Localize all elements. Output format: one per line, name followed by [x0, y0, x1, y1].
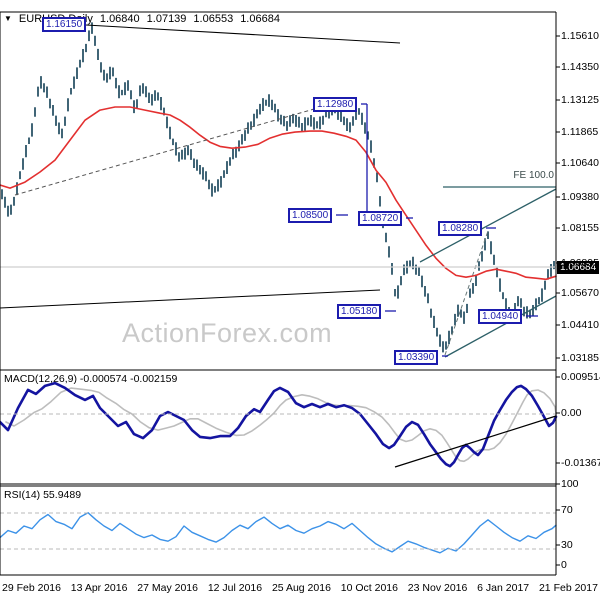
axis-tick-label: 100 — [561, 478, 579, 490]
quote-open: 1.06840 — [99, 13, 140, 25]
date-axis: 29 Feb 2016 13 Apr 2016 27 May 2016 12 Jul … — [0, 582, 600, 594]
price-annotation-label[interactable]: 1.12980 — [313, 97, 358, 112]
date-label: 25 Aug 2016 — [271, 582, 331, 594]
axis-tick-label: 30 — [561, 539, 573, 551]
fibonacci-extension-label: FE 100.0 — [513, 170, 554, 181]
date-label: 6 Jan 2017 — [477, 582, 530, 594]
price-annotation-label[interactable]: 1.05180 — [337, 304, 382, 319]
axis-tick-label: 1.08155 — [561, 222, 599, 234]
price-annotation-label[interactable]: 1.16150 — [42, 17, 87, 32]
quote-close: 1.06684 — [240, 13, 280, 25]
axis-tick-label: 1.06895 — [561, 257, 599, 269]
price-annotation-label[interactable]: 1.03390 — [394, 350, 439, 365]
price-annotation-label[interactable]: 1.04940 — [478, 309, 523, 324]
price-annotation-label[interactable]: 1.08500 — [288, 208, 333, 223]
date-label: 23 Nov 2016 — [407, 582, 468, 594]
axis-tick-label: 1.09380 — [561, 191, 599, 203]
axis-tick-label: 0.009514 — [561, 371, 600, 383]
axis-tick-label: 1.11865 — [561, 126, 599, 138]
axis-tick-label: 1.04410 — [561, 319, 599, 331]
axis-tick-label: 0.00 — [561, 407, 582, 419]
watermark: ActionForex.com — [122, 318, 333, 348]
quote-low: 1.06553 — [193, 13, 234, 25]
axis-tick-label: 70 — [561, 504, 573, 516]
axis-tick-label: 1.10640 — [561, 157, 599, 169]
macd-panel-title: MACD(12,26,9) -0.000574 -0.002159 — [4, 373, 178, 385]
date-label: 29 Feb 2016 — [2, 582, 61, 594]
price-annotation-label[interactable]: 1.08720 — [358, 211, 403, 226]
quote-high: 1.07139 — [146, 13, 187, 25]
rsi-panel-title: RSI(14) 55.9489 — [4, 489, 82, 501]
axis-tick-label: 1.14350 — [561, 61, 599, 73]
axis-tick-label: 1.15610 — [561, 30, 599, 42]
axis-tick-label: 0 — [561, 559, 567, 571]
date-label: 10 Oct 2016 — [340, 582, 398, 594]
symbol-dropdown-icon: ▼ — [4, 14, 12, 23]
current-price-badge: 1.06684 — [557, 261, 600, 274]
price-annotation-label[interactable]: 1.08280 — [438, 221, 483, 236]
date-label: 21 Feb 2017 — [538, 582, 598, 594]
axis-tick-label: 1.05670 — [561, 287, 599, 299]
date-label: 13 Apr 2016 — [70, 582, 128, 594]
axis-tick-label: 1.13125 — [561, 94, 599, 106]
date-label: 12 Jul 2016 — [207, 582, 263, 594]
date-label: 27 May 2016 — [137, 582, 198, 594]
axis-tick-label: 1.03185 — [561, 352, 599, 364]
